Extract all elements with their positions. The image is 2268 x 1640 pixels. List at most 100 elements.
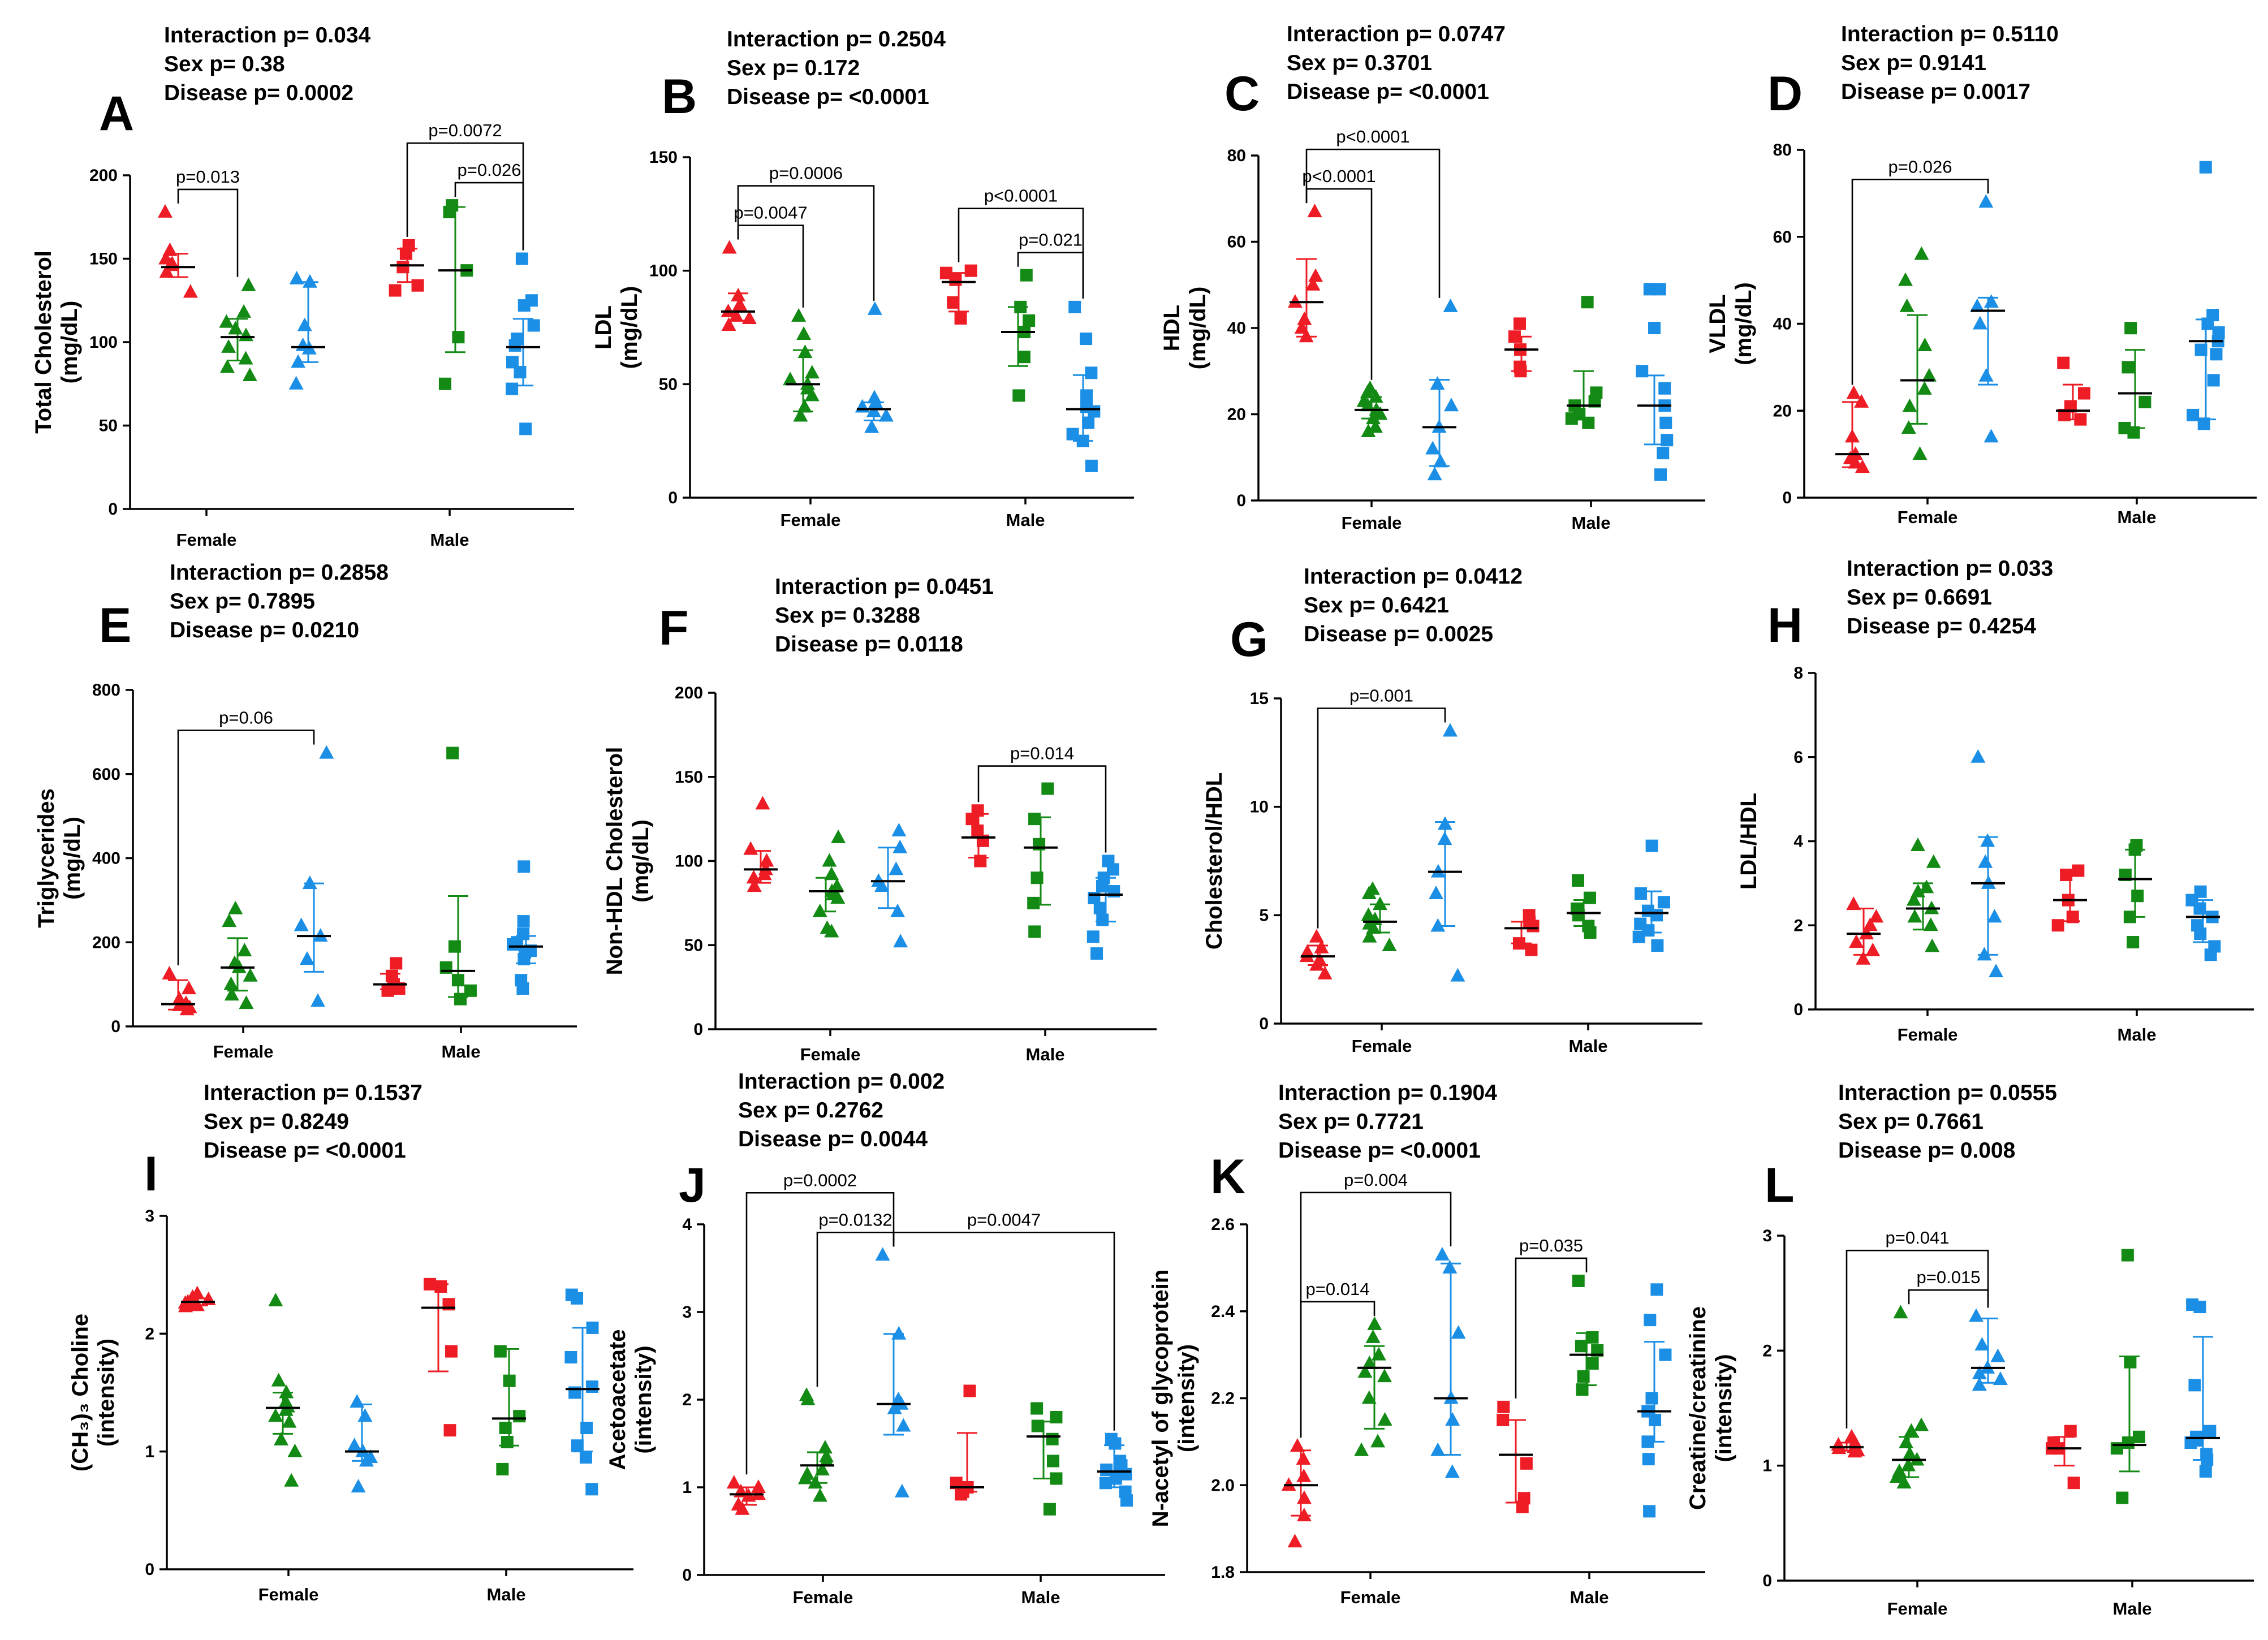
data-point <box>759 853 774 867</box>
data-point <box>319 745 334 759</box>
data-point <box>1978 854 1993 868</box>
data-point <box>513 1410 526 1423</box>
y-tick-label: 3 <box>1762 1227 1772 1245</box>
stats-block: Interaction p= 0.5110 Sex p= 0.9141 Diseas… <box>1841 22 2059 104</box>
y-axis-label: Cholesterol/HDL <box>1202 772 1227 950</box>
data-point <box>822 853 837 867</box>
data-point <box>732 296 748 310</box>
data-point <box>1028 813 1041 826</box>
stat-line: Interaction p= 0.033 <box>1847 556 2053 581</box>
data-point <box>2194 927 2207 940</box>
data-point <box>1583 891 1596 904</box>
data-point <box>1361 1390 1377 1404</box>
data-point <box>867 301 882 315</box>
panel-letter: J <box>679 1158 706 1212</box>
significance-label: p=0.015 <box>1917 1267 1981 1287</box>
data-point <box>1914 246 1929 260</box>
category-label-male: Male <box>1021 1587 1060 1607</box>
data-point <box>1914 1417 1929 1431</box>
panel-letter: D <box>1767 67 1803 121</box>
group-male-blue <box>1097 1432 1133 1507</box>
data-point <box>2132 1430 2145 1443</box>
group-male-red <box>1497 1400 1533 1513</box>
data-point <box>1050 1411 1063 1423</box>
data-point <box>2072 864 2085 877</box>
data-point <box>221 339 236 353</box>
stat-line: Disease p= <0.0001 <box>1287 80 1489 104</box>
group-male-blue <box>506 252 540 435</box>
data-point <box>2124 1356 2137 1369</box>
data-point <box>1027 896 1040 909</box>
y-tick-label: 4 <box>682 1215 692 1234</box>
significance-label: p=0.0072 <box>428 120 502 140</box>
data-point <box>1572 909 1585 922</box>
data-point <box>735 1501 750 1515</box>
group-female-green <box>1898 246 1937 460</box>
data-point <box>887 1400 902 1414</box>
data-point <box>1090 947 1103 960</box>
group-male-blue <box>1086 854 1123 960</box>
data-point <box>1582 416 1595 429</box>
group-female-red <box>726 1475 766 1515</box>
y-tick-label: 4 <box>1793 832 1803 851</box>
data-point <box>1919 879 1934 894</box>
data-point <box>824 923 839 938</box>
y-tick-label: 100 <box>89 333 118 352</box>
data-point <box>2131 890 2144 903</box>
stat-line: Sex p= 0.7721 <box>1278 1110 1424 1134</box>
data-point <box>1923 917 1938 931</box>
data-point <box>1371 1346 1386 1361</box>
panel-k: Interaction p= 0.1904 Sex p= 0.7721 Diseas… <box>1148 1081 1705 1607</box>
group-female-green <box>266 1293 303 1487</box>
data-point <box>310 993 325 1007</box>
group-female-blue <box>1430 1246 1468 1478</box>
data-point <box>1969 298 1985 312</box>
data-point <box>1360 398 1376 412</box>
data-point <box>454 992 467 1005</box>
data-point <box>1429 886 1444 899</box>
data-point <box>241 277 256 291</box>
significance-bracket <box>958 208 1084 299</box>
panel-letter: H <box>1767 598 1803 653</box>
significance-bracket <box>1851 178 1989 385</box>
category-label-female: Female <box>213 1042 274 1061</box>
y-tick-label: 0 <box>111 1017 120 1036</box>
data-point <box>396 261 409 274</box>
stats-block: Interaction p= 0.1904 Sex p= 0.7721 Diseas… <box>1278 1081 1497 1163</box>
data-point <box>300 951 315 965</box>
stats-block: Interaction p= 0.0451 Sex p= 0.3288 Diseas… <box>775 575 994 657</box>
data-point <box>1576 1383 1589 1396</box>
data-point <box>1508 330 1521 343</box>
data-point <box>1043 1503 1056 1516</box>
panel-letter: A <box>99 87 134 141</box>
data-point <box>797 1470 813 1484</box>
panel-i: Interaction p= 0.1537 Sex p= 0.8249 Diseas… <box>68 1081 633 1604</box>
data-point <box>1030 871 1044 884</box>
data-point <box>1427 467 1442 481</box>
data-point <box>580 1422 593 1434</box>
stat-line: Disease p= <0.0001 <box>727 85 929 109</box>
data-point <box>1651 939 1664 952</box>
data-point <box>814 1462 830 1475</box>
y-tick-label: 1 <box>682 1478 692 1497</box>
data-point <box>896 1418 911 1432</box>
panel-j: Interaction p= 0.002 Sex p= 0.2762 Disease… <box>605 1069 1165 1607</box>
group-female-red <box>1846 896 1884 965</box>
category-label-female: Female <box>1887 1599 1948 1619</box>
data-point <box>1520 1457 1533 1470</box>
data-point <box>1632 930 1645 943</box>
data-point <box>2197 417 2210 430</box>
group-male-blue <box>507 860 543 995</box>
data-point <box>438 377 451 390</box>
y-tick-label: 0 <box>1236 491 1246 510</box>
data-point <box>586 1321 599 1334</box>
category-label-male: Male <box>2113 1599 2152 1619</box>
data-point <box>1642 924 1655 937</box>
data-point <box>1085 366 1098 379</box>
data-point <box>1434 1246 1450 1261</box>
category-label-male: Male <box>442 1042 481 1061</box>
data-point <box>1361 886 1377 899</box>
data-point <box>518 299 531 312</box>
group-female-blue <box>855 301 894 433</box>
panel-letter: L <box>1765 1158 1795 1212</box>
